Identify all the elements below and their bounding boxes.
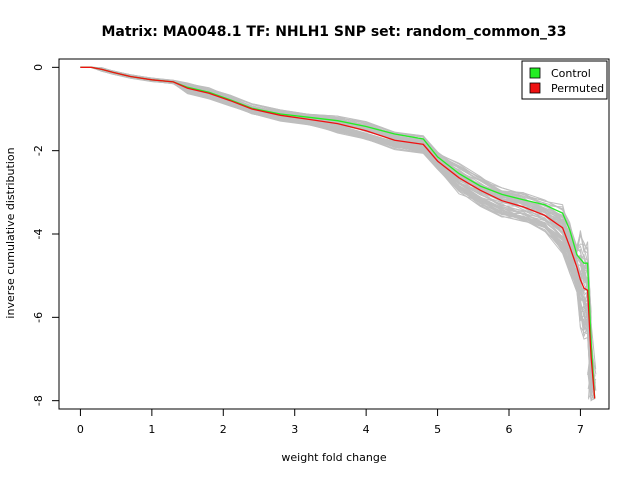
background-series-line	[80, 66, 592, 384]
background-series-line	[80, 66, 592, 389]
background-series-line	[80, 66, 592, 377]
x-tick-label: 5	[434, 423, 441, 436]
legend: Control Permuted	[521, 60, 608, 100]
background-series-line	[80, 66, 592, 397]
y-tick-label: -2	[32, 145, 45, 156]
y-tick-label: -4	[32, 229, 45, 240]
background-series-line	[80, 66, 593, 388]
legend-label-control: Control	[551, 67, 591, 80]
background-series-line	[80, 66, 595, 382]
background-series-line	[80, 66, 592, 381]
background-series-line	[80, 66, 594, 387]
background-series-line	[80, 66, 592, 375]
main-series-group	[80, 66, 596, 399]
y-axis: 0 -2 -4 -6 -8	[32, 64, 60, 406]
background-series-line	[80, 66, 596, 387]
plot-frame	[58, 58, 610, 410]
background-series-line	[80, 66, 592, 387]
permuted-series-line	[80, 66, 596, 399]
background-series-group	[80, 66, 597, 402]
y-tick-label: 0	[32, 64, 45, 71]
background-series-line	[80, 66, 596, 395]
background-series-line	[80, 66, 592, 382]
background-series-line	[80, 66, 595, 378]
x-tick-label: 2	[220, 423, 227, 436]
legend-label-permuted: Permuted	[551, 82, 604, 95]
background-series-line	[80, 66, 592, 386]
x-tick-label: 4	[363, 423, 370, 436]
background-series-line	[80, 66, 592, 387]
x-tick-label: 3	[291, 423, 298, 436]
x-tick-label: 0	[77, 423, 84, 436]
background-series-line	[80, 66, 597, 391]
legend-swatch-permuted	[529, 82, 541, 94]
background-series-line	[80, 66, 597, 375]
background-series-line	[80, 66, 592, 379]
background-series-line	[80, 66, 592, 396]
background-series-line	[80, 66, 595, 385]
background-series-line	[80, 66, 592, 374]
legend-swatch-control	[529, 67, 541, 79]
y-axis-label: inverse cumulative distribution	[4, 147, 17, 318]
background-series-line	[80, 66, 592, 388]
y-tick-label: -8	[32, 395, 45, 406]
background-series-line	[80, 66, 594, 388]
y-tick-label: -6	[32, 312, 45, 323]
background-series-line	[80, 66, 592, 382]
background-series-line	[80, 66, 596, 384]
background-series-line	[80, 66, 594, 387]
x-tick-label: 7	[577, 423, 584, 436]
x-axis-label: weight fold change	[281, 451, 386, 464]
background-series-line	[80, 66, 592, 373]
x-tick-label: 1	[148, 423, 155, 436]
background-series-line	[80, 66, 592, 388]
chart-title: Matrix: MA0048.1 TF: NHLH1 SNP set: rand…	[101, 24, 566, 40]
background-series-line	[80, 66, 594, 387]
x-tick-label: 6	[506, 423, 513, 436]
background-series-line	[80, 66, 593, 375]
x-axis: 0 1 2 3 4 5 6 7	[77, 408, 584, 436]
